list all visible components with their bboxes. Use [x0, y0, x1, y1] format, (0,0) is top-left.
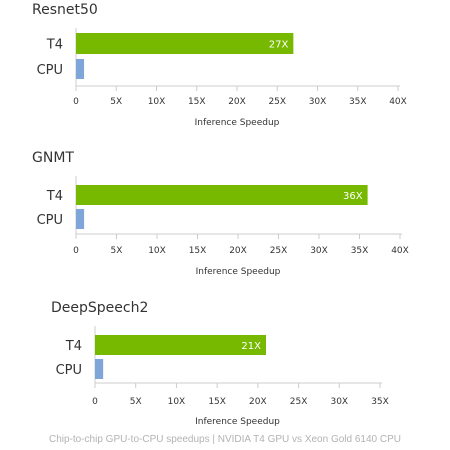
x-tick-label: 20X: [229, 246, 247, 256]
x-tick-label: 25X: [270, 246, 288, 256]
x-tick-label: 20X: [228, 97, 246, 107]
x-tick-label: 10X: [148, 246, 166, 256]
x-tick-label: 40X: [391, 246, 409, 256]
bar-value-label: 36X: [343, 191, 363, 202]
category-label: T4: [65, 339, 82, 354]
chart-panel-2: GNMT 0 5X 10X 15X 20X 25X 30X 35X 40X Inference Sp…: [32, 150, 409, 277]
chart-panel-1: Resnet50 0 5X 10X 15X 20X 25X 30X 35X 40X Inferenc…: [32, 2, 407, 128]
x-tick-label: 15X: [208, 397, 226, 407]
bar-value-label: 21X: [241, 341, 261, 352]
x-tick-label: 35X: [371, 397, 389, 407]
x-axis-label: Inference Speedup: [196, 267, 281, 277]
chart-footer-note: Chip-to-chip GPU-to-CPU speedups | NVIDI…: [48, 434, 401, 445]
chart-title: Resnet50: [32, 2, 98, 18]
x-axis-label: Inference Speedup: [195, 118, 280, 128]
category-label: T4: [46, 38, 63, 53]
x-axis-label: Inference Speedup: [195, 417, 280, 427]
x-tick-label: 30X: [330, 397, 348, 407]
chart-title: DeepSpeech2: [51, 300, 148, 316]
x-tick-label: 30X: [309, 97, 327, 107]
category-label: CPU: [56, 363, 82, 378]
category-label: T4: [46, 189, 63, 204]
x-tick-label: 0: [92, 397, 98, 407]
x-tick-label: 25X: [268, 97, 286, 107]
x-tick-label: 15X: [188, 97, 206, 107]
x-tick-label: 40X: [389, 97, 407, 107]
x-tick-label: 5X: [110, 97, 122, 107]
x-tick-label: 5X: [111, 246, 123, 256]
bar-value-label: 27X: [269, 40, 289, 51]
x-tick-label: 25X: [290, 397, 308, 407]
x-tick-label: 35X: [351, 246, 369, 256]
bar-cpu: [76, 209, 85, 229]
bar-cpu: [76, 59, 85, 79]
x-tick-label: 10X: [148, 97, 166, 107]
x-tick-label: 15X: [189, 246, 207, 256]
chart-panel-3: DeepSpeech2 0 5X 10X 15X 20X 25X 30X 35X Inferenc…: [51, 300, 389, 427]
x-tick-label: 10X: [168, 397, 186, 407]
chart-title: GNMT: [32, 150, 74, 166]
category-label: CPU: [37, 63, 63, 78]
category-label: CPU: [37, 213, 63, 228]
x-tick-label: 30X: [310, 246, 328, 256]
bar-cpu: [95, 359, 104, 379]
x-tick-label: 20X: [249, 397, 267, 407]
x-tick-label: 5X: [130, 397, 142, 407]
bar-t4: [76, 185, 368, 205]
x-tick-label: 35X: [349, 97, 367, 107]
bar-t4: [76, 33, 294, 54]
bar-t4: [95, 335, 266, 355]
x-tick-label: 0: [73, 97, 79, 107]
x-tick-label: 0: [73, 246, 79, 256]
